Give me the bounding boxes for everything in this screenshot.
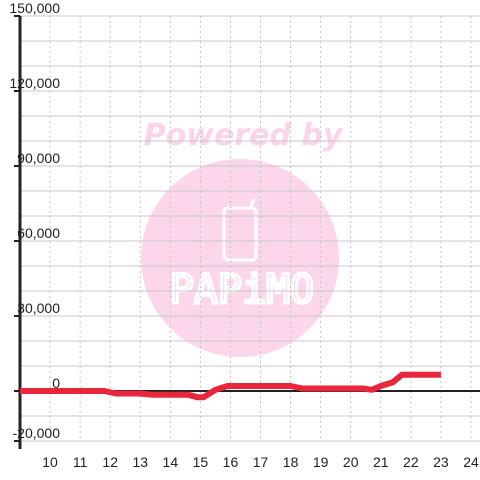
watermark-powered-by-text: Powered by: [144, 118, 344, 153]
y-tick-label: 60,000: [17, 225, 60, 241]
y-tick-label: 0: [52, 375, 60, 391]
phone-icon: [222, 198, 258, 262]
x-tick-label: 12: [102, 454, 118, 470]
x-tick-label: 13: [132, 454, 148, 470]
x-tick-label: 15: [193, 454, 209, 470]
x-tick-label: 20: [343, 454, 359, 470]
x-tick-label: 11: [73, 454, 88, 470]
x-tick-label: 21: [373, 454, 389, 470]
x-tick-label: 10: [42, 454, 58, 470]
x-tick-label: 16: [223, 454, 239, 470]
x-tick-label: 24: [463, 454, 479, 470]
watermark-circle: [141, 159, 339, 357]
y-tick-label: 90,000: [17, 150, 60, 166]
watermark-brand-text: PAPiMO: [170, 267, 315, 313]
series-line: [20, 371, 441, 401]
watermark: Powered by PAPiMO: [141, 118, 344, 357]
y-tick-label: 120,000: [9, 75, 60, 91]
y-tick-label: 150,000: [9, 0, 60, 16]
x-tick-label: 19: [313, 454, 329, 470]
grid: [20, 15, 480, 442]
x-tick-label: 23: [433, 454, 449, 470]
y-tick-label: 30,000: [17, 300, 60, 316]
x-tick-label: 14: [163, 454, 179, 470]
x-tick-label: 22: [403, 454, 419, 470]
x-tick-label: 18: [283, 454, 299, 470]
series: [20, 371, 441, 401]
tick-labels: -20,000 0 30,000 60,000 90,000 120,000 150,000…: [9, 0, 479, 470]
y-tick-label: -20,000: [13, 425, 61, 441]
x-tick-label: 17: [253, 454, 269, 470]
